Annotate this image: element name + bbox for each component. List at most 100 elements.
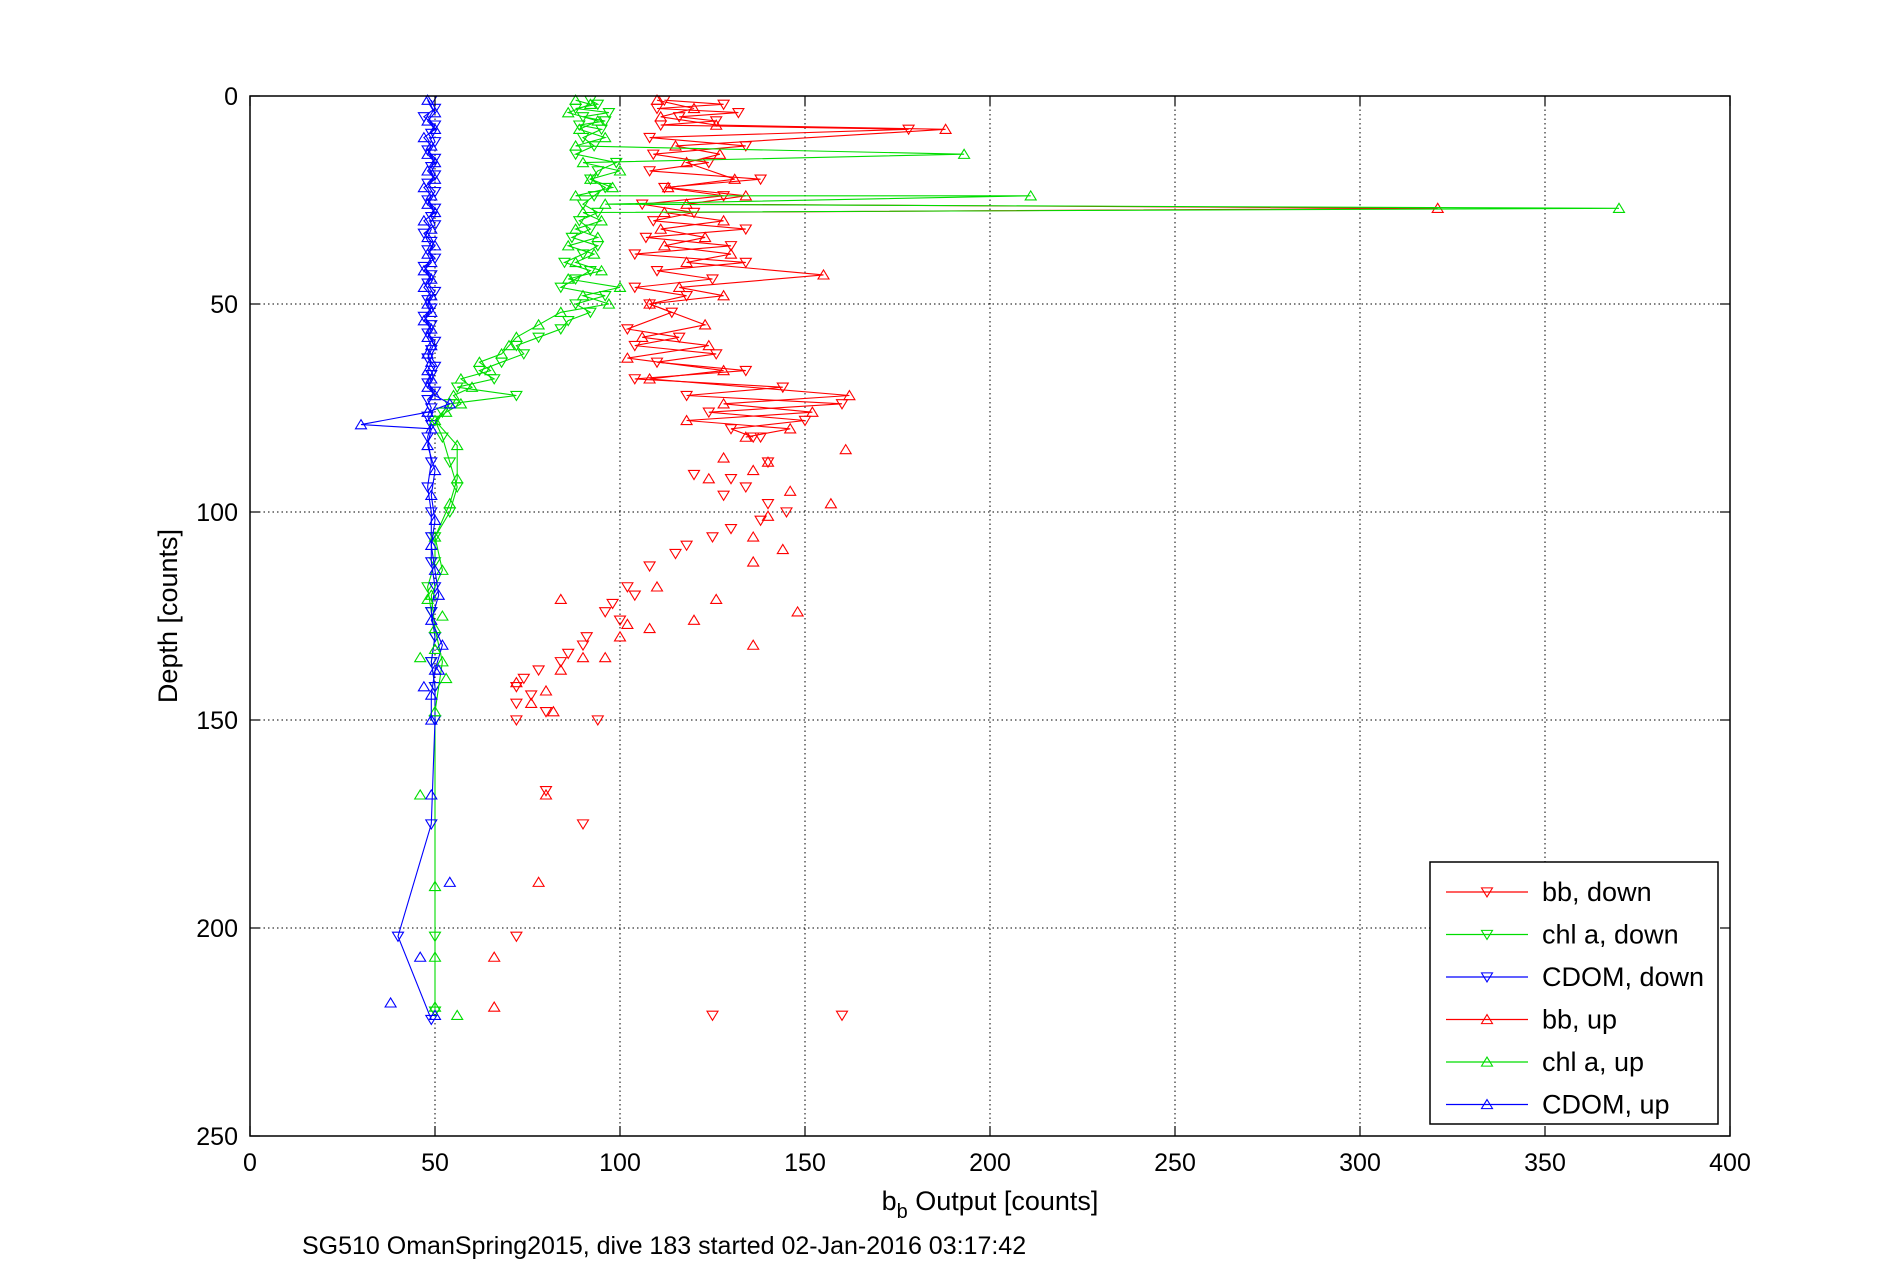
data-point	[739, 431, 753, 442]
data-point	[424, 372, 438, 384]
data-point	[417, 264, 431, 276]
data-point	[739, 482, 753, 494]
y-tick-label: 200	[196, 915, 238, 943]
data-point	[509, 715, 523, 727]
data-point	[424, 819, 438, 831]
data-point	[417, 131, 431, 143]
data-point	[680, 540, 694, 552]
data-point	[417, 281, 431, 293]
data-point	[576, 156, 590, 168]
data-point	[591, 715, 605, 727]
data-point	[532, 876, 546, 887]
data-point	[424, 532, 438, 543]
data-point	[717, 490, 731, 502]
data-point	[421, 347, 435, 359]
data-point	[620, 324, 634, 335]
data-point	[713, 148, 727, 159]
data-point	[657, 182, 671, 194]
legend-label: bb, down	[1542, 877, 1652, 907]
data-point	[421, 439, 435, 451]
data-point	[650, 580, 664, 592]
data-point	[424, 356, 438, 367]
data-point	[424, 306, 438, 317]
data-point	[680, 198, 694, 209]
data-point	[680, 156, 694, 168]
data-point	[569, 299, 583, 311]
data-point	[561, 315, 575, 327]
data-point	[432, 589, 446, 600]
data-point	[595, 264, 608, 276]
data-point	[421, 114, 435, 126]
data-point	[502, 339, 516, 351]
data-point	[746, 432, 760, 444]
legend-swatch-marker	[1480, 1055, 1494, 1067]
data-point	[602, 297, 616, 309]
data-point	[413, 951, 427, 962]
data-point	[417, 214, 431, 226]
data-point	[598, 131, 612, 143]
data-point	[650, 266, 664, 277]
data-point	[424, 289, 438, 301]
data-point	[576, 199, 590, 211]
data-point	[643, 372, 657, 384]
legend-box	[1429, 861, 1719, 1125]
x-tick-label: 350	[1524, 1149, 1566, 1177]
data-point	[680, 291, 694, 302]
data-point	[643, 132, 657, 144]
data-point	[709, 593, 723, 605]
data-point	[532, 665, 546, 677]
data-point	[428, 239, 442, 251]
data-point	[609, 157, 623, 169]
data-point	[517, 349, 531, 360]
data-point	[450, 472, 464, 484]
x-tick-label: 400	[1709, 1149, 1751, 1177]
data-point	[443, 876, 457, 887]
data-point	[613, 164, 627, 176]
data-point	[620, 618, 634, 629]
data-point	[687, 614, 701, 625]
data-point	[620, 352, 634, 363]
data-point	[731, 107, 745, 119]
data-point	[654, 223, 668, 234]
data-point	[554, 664, 568, 675]
data-point	[428, 514, 442, 525]
data-point	[706, 532, 719, 543]
data-point	[421, 164, 435, 176]
ticks: 0 50 100 150 200 250 300 350 400 0 50 100 150 200 250	[196, 83, 1751, 1177]
data-point	[417, 181, 431, 193]
data-point	[724, 241, 738, 252]
data-point	[554, 593, 568, 605]
x-tick-label: 250	[1154, 1149, 1196, 1177]
data-point	[554, 306, 568, 317]
data-point	[576, 249, 590, 261]
data-point	[702, 157, 716, 169]
data-point	[450, 439, 464, 451]
y-tick-label: 0	[224, 83, 238, 111]
series-line	[625, 99, 909, 438]
data-point	[598, 291, 612, 302]
data-point	[558, 257, 571, 269]
data-point	[428, 206, 442, 218]
data-point	[484, 364, 497, 376]
data-point	[646, 149, 660, 161]
data-point	[746, 530, 760, 542]
data-point	[428, 414, 442, 426]
data-point	[583, 224, 597, 236]
legend-swatch-marker	[1480, 1098, 1494, 1110]
data-point	[424, 589, 438, 600]
figure-caption: SG510 OmanSpring2015, dive 183 started 0…	[302, 1232, 1026, 1260]
series-layer	[354, 94, 1626, 1026]
data-point	[354, 418, 368, 430]
data-point	[539, 788, 553, 800]
data-point	[672, 281, 686, 293]
x-axis-label: bb Output [counts]	[882, 1186, 1099, 1223]
data-point	[776, 543, 790, 555]
data-point	[424, 322, 438, 334]
data-point	[443, 397, 457, 409]
data-point	[428, 1009, 442, 1021]
data-point	[706, 274, 719, 286]
data-point	[669, 139, 682, 151]
data-point	[546, 705, 560, 717]
data-point	[435, 564, 449, 575]
data-point	[602, 107, 616, 119]
